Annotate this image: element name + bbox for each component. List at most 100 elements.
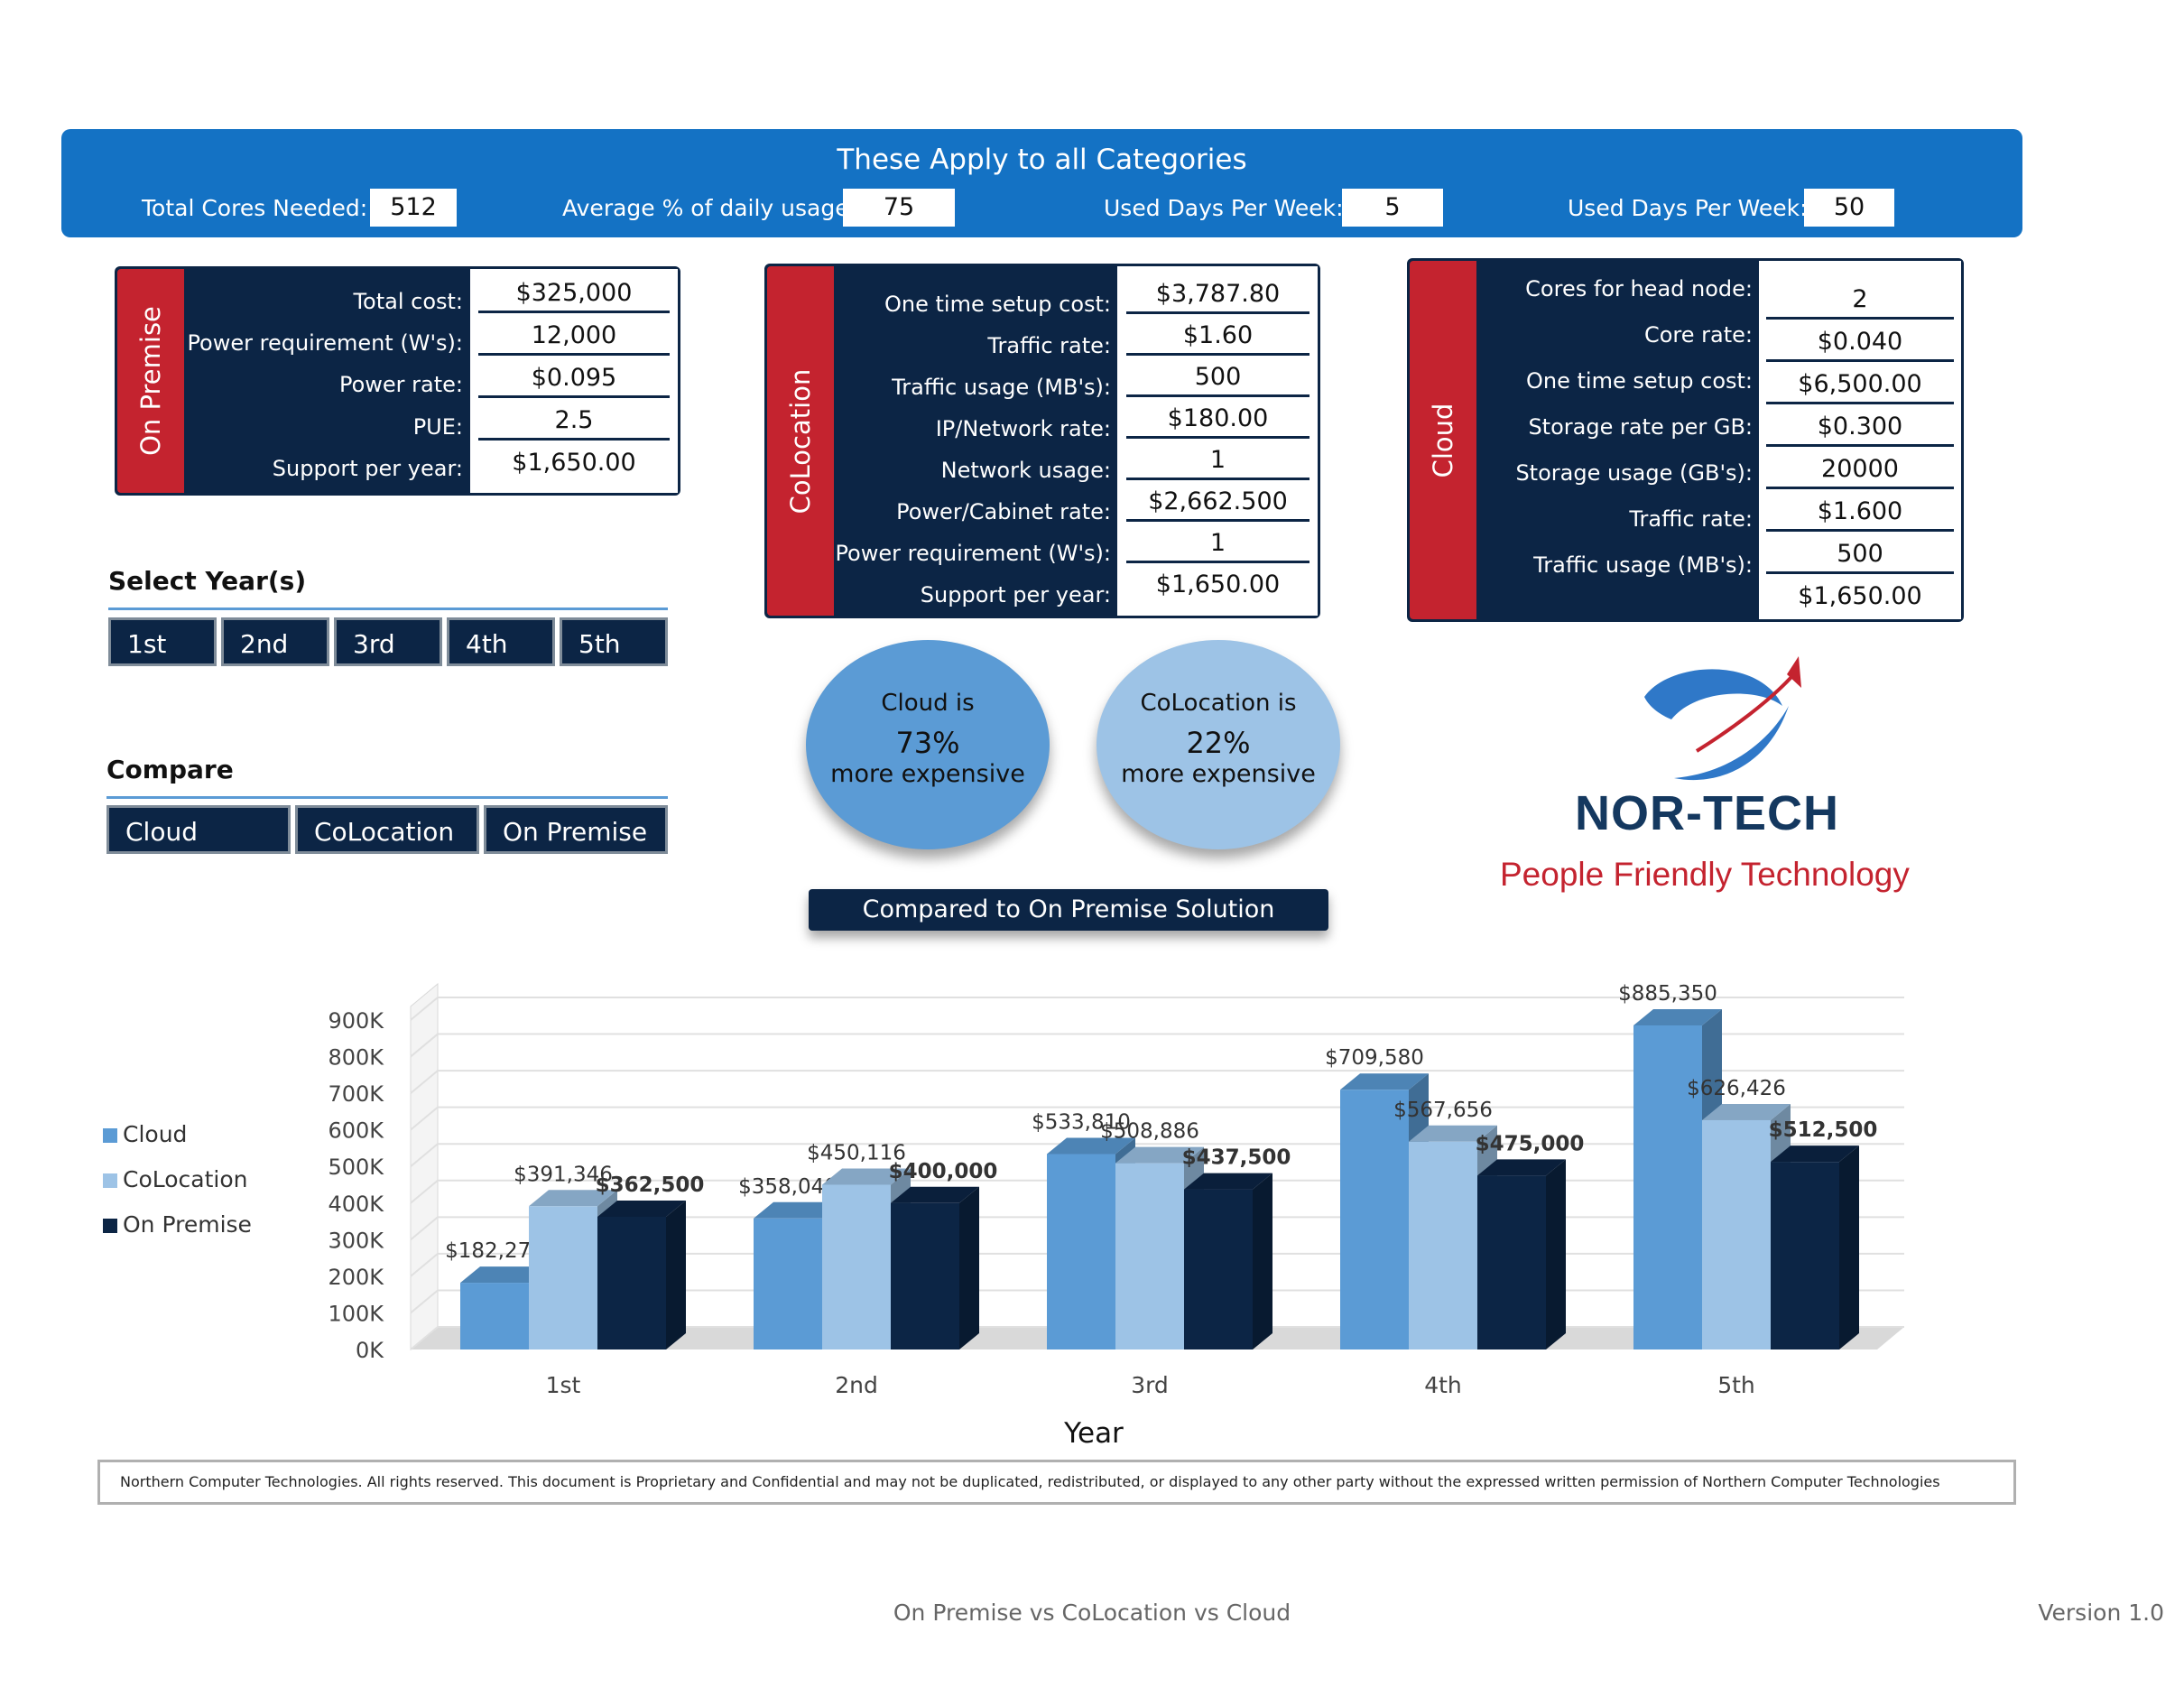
bar-side	[1839, 1145, 1859, 1349]
colocation-network-usage[interactable]: 1	[1126, 443, 1309, 480]
data-label: $437,500	[1182, 1146, 1291, 1170]
total-cores-input[interactable]	[370, 189, 457, 227]
y-tick-label: 0K	[356, 1338, 384, 1363]
colocation-network-rate[interactable]: $180.00	[1126, 402, 1309, 439]
bar-top	[460, 1266, 549, 1284]
banner-title: These Apply to all Categories	[837, 144, 1247, 176]
cloud-storage-usage[interactable]: 20000	[1766, 452, 1954, 489]
select-years-heading: Select Year(s)	[108, 566, 307, 596]
bar-front	[1771, 1162, 1839, 1349]
bar-top	[1633, 1008, 1722, 1025]
bar-top	[1409, 1125, 1497, 1142]
colocation-cost-bubble: CoLocation is 22% more expensive	[1097, 640, 1340, 849]
bar-side	[1546, 1159, 1566, 1349]
data-label: $182,270	[445, 1239, 544, 1263]
legend-colocation: CoLocation	[103, 1166, 248, 1192]
compare-button-on-premise[interactable]: On Premise	[484, 805, 668, 854]
data-label: $533,810	[1032, 1111, 1131, 1135]
cloud-traffic-usage[interactable]: 500	[1766, 537, 1954, 574]
data-label: $567,656	[1393, 1099, 1493, 1122]
bar-on-premise-2nd	[891, 1186, 979, 1349]
logo-tagline: People Friendly Technology	[1500, 856, 1910, 893]
bar-on-premise-4th	[1477, 1159, 1566, 1349]
on-premise-power-rate[interactable]: $0.095	[478, 361, 670, 398]
cloud-setup-cost[interactable]: $6,500.00	[1766, 367, 1954, 404]
cloud-traffic-rate[interactable]: $1.600	[1766, 495, 1954, 532]
bar-on-premise-3rd	[1184, 1173, 1272, 1349]
year-button-3rd[interactable]: 3rd	[334, 617, 442, 666]
on-premise-pue[interactable]: 2.5	[478, 403, 670, 441]
on-premise-power-requirement[interactable]: 12,000	[478, 319, 670, 356]
compare-button-cloud[interactable]: Cloud	[106, 805, 291, 854]
colocation-cabinet-rate[interactable]: $2,662.500	[1126, 485, 1309, 522]
bar-top	[529, 1190, 617, 1207]
year-button-5th[interactable]: 5th	[560, 617, 668, 666]
on-premise-tab: On Premise	[117, 269, 184, 493]
colocation-row-label: Traffic usage (MB's):	[892, 375, 1111, 400]
bar-side	[959, 1186, 979, 1349]
on-premise-support[interactable]: $1,650.00	[512, 449, 636, 477]
cloud-core-rate[interactable]: $0.040	[1766, 325, 1954, 362]
legend-colocation-label: CoLocation	[123, 1166, 248, 1192]
year-button-2nd[interactable]: 2nd	[221, 617, 329, 666]
x-tick-label: 3rd	[1131, 1372, 1169, 1398]
year-button-4th[interactable]: 4th	[447, 617, 555, 666]
on-premise-panel: On Premise Total cost: Power requirement…	[115, 266, 680, 496]
colocation-bubble-caption: more expensive	[1121, 760, 1316, 788]
colocation-row-label: Power/Cabinet rate:	[896, 499, 1111, 524]
cloud-bubble-title: Cloud is	[881, 690, 975, 717]
bar-front	[1477, 1175, 1546, 1349]
colocation-traffic-usage[interactable]: 500	[1126, 360, 1309, 397]
colocation-support[interactable]: $1,650.00	[1155, 570, 1281, 598]
colocation-row-label: Power requirement (W's):	[835, 541, 1111, 566]
compare-button-colocation[interactable]: CoLocation	[295, 805, 479, 854]
legend-cloud: Cloud	[103, 1121, 187, 1147]
on-premise-row-label: PUE:	[412, 414, 463, 440]
colocation-row-label: Traffic rate:	[987, 333, 1111, 358]
legend-cloud-swatch	[103, 1128, 117, 1143]
legend-on-premise-label: On Premise	[123, 1211, 252, 1238]
colocation-traffic-rate[interactable]: $1.60	[1126, 319, 1309, 356]
y-tick-label: 500K	[328, 1155, 384, 1180]
colocation-power-requirement[interactable]: 1	[1126, 526, 1309, 563]
colocation-setup-cost[interactable]: $3,787.80	[1126, 277, 1309, 314]
bar-top	[1047, 1137, 1135, 1155]
cloud-cost-bubble: Cloud is 73% more expensive	[806, 640, 1050, 849]
year-button-1st[interactable]: 1st	[108, 617, 217, 666]
compared-to-label: Compared to On Premise Solution	[809, 889, 1328, 931]
cloud-row-label: One time setup cost:	[1526, 368, 1753, 394]
used-weeks-input[interactable]	[1804, 189, 1894, 227]
data-label: $512,500	[1769, 1118, 1878, 1142]
legend-on-premise: On Premise	[103, 1211, 252, 1238]
cloud-row-label: Storage rate per GB:	[1528, 414, 1753, 440]
bar-top	[1477, 1159, 1566, 1176]
gridline	[410, 997, 1904, 1021]
nor-tech-logo-mark	[1644, 656, 1801, 781]
select-years-rule	[108, 607, 668, 610]
data-label: $362,500	[596, 1173, 705, 1197]
bar-top	[1340, 1073, 1429, 1090]
cloud-support[interactable]: $1,650.00	[1798, 582, 1922, 610]
used-days-label: Used Days Per Week:	[1104, 195, 1344, 221]
y-tick-label: 200K	[328, 1265, 384, 1290]
on-premise-row-label: Power requirement (W's):	[187, 330, 463, 356]
bar-top	[1771, 1145, 1859, 1163]
colocation-row-label: IP/Network rate:	[935, 416, 1111, 441]
cloud-head-node-cores[interactable]: 2	[1766, 283, 1954, 320]
cloud-row-label: Cores for head node:	[1525, 276, 1753, 301]
cost-comparison-chart: 0K 100K 200K 300K 400K 500K 600K 700K 800K 900K $1…	[328, 982, 1904, 1444]
x-tick-label: 2nd	[835, 1372, 878, 1398]
x-axis-title: Year	[1063, 1417, 1124, 1444]
on-premise-row-label: Total cost:	[353, 289, 463, 314]
bar-front	[1702, 1119, 1771, 1349]
colocation-bubble-percent: 22%	[1186, 726, 1251, 760]
data-label: $709,580	[1325, 1046, 1424, 1070]
cloud-storage-rate[interactable]: $0.300	[1766, 410, 1954, 447]
cloud-row-label: Traffic rate:	[1629, 506, 1753, 532]
used-days-input[interactable]	[1342, 189, 1443, 227]
cloud-row-label: Storage usage (GB's):	[1515, 460, 1753, 486]
on-premise-total-cost[interactable]: $325,000	[478, 276, 670, 313]
daily-usage-input[interactable]	[843, 189, 955, 227]
x-tick-label: 5th	[1717, 1372, 1755, 1398]
gridline	[410, 1070, 1904, 1094]
